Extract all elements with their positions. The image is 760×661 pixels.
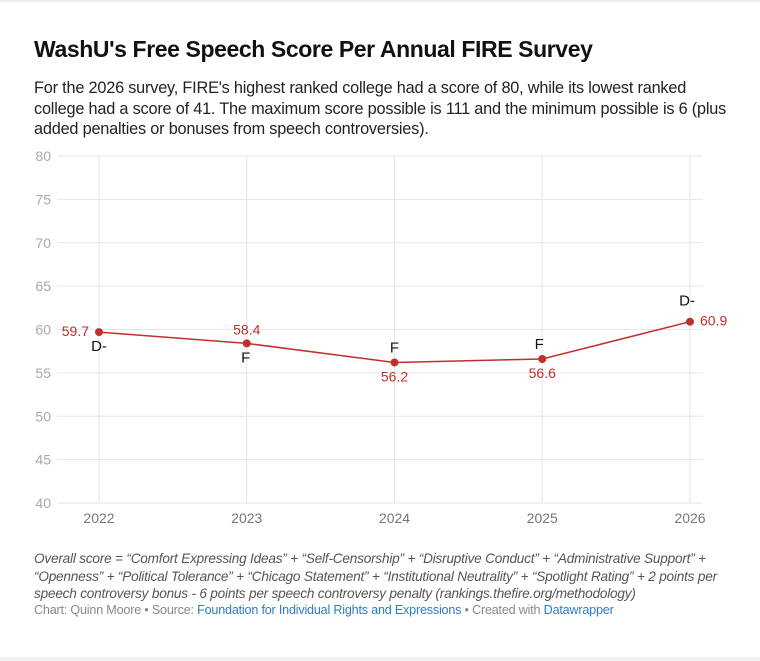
x-tick-label: 2022	[83, 510, 114, 526]
x-tick-label: 2024	[379, 510, 410, 526]
x-tick-label: 2025	[527, 510, 558, 526]
separator: •	[461, 603, 473, 617]
separator: •	[141, 603, 152, 617]
value-label: 59.7	[62, 323, 89, 339]
data-point	[538, 354, 547, 363]
chart-credit: Chart: Quinn Moore	[34, 603, 141, 617]
x-axis-ticks: 2022 2023 2024 2025 2026	[83, 510, 705, 526]
y-tick-label: 50	[35, 408, 51, 424]
data-point	[686, 317, 694, 326]
y-tick-label: 70	[35, 235, 51, 251]
x-tick-label: 2026	[674, 510, 705, 526]
grade-label: F	[241, 349, 250, 366]
x-tick-label: 2023	[231, 510, 262, 526]
chart-title: WashU's Free Speech Score Per Annual FIR…	[34, 36, 593, 62]
grade-label: F	[535, 336, 544, 353]
y-tick-label: 45	[35, 452, 51, 468]
x-gridlines	[98, 156, 691, 503]
value-label: 60.9	[700, 313, 727, 329]
chart-notes: Overall score = “Comfort Expressing Idea…	[34, 551, 717, 601]
grade-label: D-	[679, 293, 695, 310]
y-tick-label: 65	[35, 278, 51, 294]
data-point	[95, 328, 103, 337]
y-tick-label: 80	[35, 148, 51, 164]
top-border	[0, 0, 760, 2]
created-label: Created with	[472, 603, 544, 617]
y-tick-label: 40	[35, 495, 51, 511]
grade-label: F	[390, 339, 399, 356]
data-point	[390, 358, 399, 367]
byline: Chart: Quinn Moore • Source: Foundation …	[34, 603, 614, 617]
data-point	[242, 339, 251, 348]
source-link[interactable]: Foundation for Individual Rights and Exp…	[197, 603, 462, 617]
source-label: Source:	[151, 603, 198, 617]
y-gridlines	[57, 155, 703, 504]
y-tick-label: 55	[35, 365, 51, 381]
series-overall-score	[95, 317, 694, 367]
y-tick-label: 60	[35, 322, 51, 338]
value-label: 58.4	[233, 321, 260, 337]
chart-subtitle: For the 2026 survey, FIRE's highest rank…	[34, 79, 727, 138]
y-tick-label: 75	[35, 191, 51, 207]
value-label: 56.6	[529, 365, 556, 381]
grade-label: D-	[91, 338, 107, 355]
value-label: 56.2	[381, 368, 408, 384]
y-axis-ticks: 40 45 50 55 60 65 70 75 80	[35, 148, 51, 511]
bottom-border	[0, 657, 760, 661]
datawrapper-link[interactable]: Datawrapper	[543, 603, 614, 617]
